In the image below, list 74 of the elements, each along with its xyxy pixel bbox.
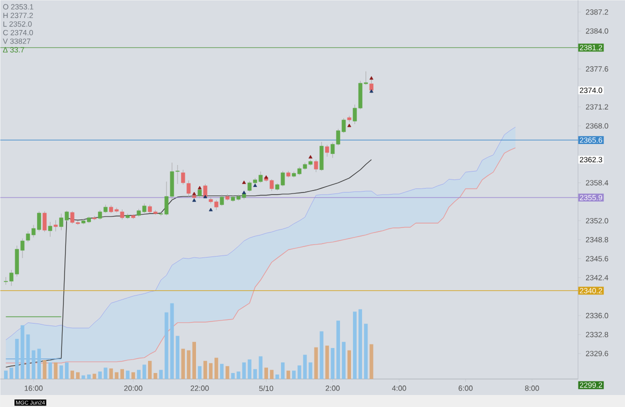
point [242,180,246,184]
bar [87,374,91,380]
bar [325,346,329,380]
bar [176,336,180,380]
candlestick [314,159,318,172]
bar [181,348,185,380]
bar [320,331,324,380]
bar [370,344,374,380]
bar [330,348,334,380]
point [253,184,258,187]
candlestick [54,220,58,232]
bar [198,366,202,380]
point [198,186,202,190]
bar [264,368,268,380]
candlestick [369,76,374,94]
bar [314,347,318,380]
bar [280,362,285,380]
point [369,76,374,80]
bar [347,350,352,380]
candlestick [92,216,96,220]
bar [92,374,96,380]
bar [298,365,302,380]
point [192,198,196,202]
bar [220,364,224,380]
bar [42,360,46,380]
point [308,155,312,158]
bar [342,342,346,380]
point [347,124,352,128]
bar [126,370,130,380]
bar [64,362,69,380]
point [242,190,246,194]
bar [253,369,257,380]
candlestick [186,180,191,198]
bar [226,366,230,380]
bar [48,362,52,380]
bar [336,320,340,380]
bar [59,365,64,380]
bar [358,309,362,380]
bar [114,372,118,380]
bar [148,360,152,380]
bar [37,348,41,380]
bar [275,374,280,380]
bar [109,368,113,380]
bar [364,324,368,380]
point [192,192,196,196]
bar [10,368,14,380]
bar [214,358,218,380]
bar [142,364,146,380]
bar [352,312,357,380]
candlestick [320,142,324,172]
bar [208,363,213,380]
bar [203,360,208,380]
candlestick [325,144,330,157]
bar [70,370,74,380]
candlestick [42,210,47,232]
point [203,194,208,198]
point [208,208,213,212]
bar [54,362,58,380]
bar [136,370,141,380]
bar [258,356,262,380]
bar [286,370,290,380]
candlestick [120,209,124,220]
candlestick [48,222,52,237]
candlestick [181,169,186,185]
bar [292,370,296,380]
bar [76,372,80,380]
bar [192,342,196,380]
point [369,89,374,93]
candlestick [198,187,202,198]
bar [270,370,274,380]
bar [186,350,190,380]
candlestick [220,194,224,206]
bar [131,372,136,380]
bar [120,369,124,380]
